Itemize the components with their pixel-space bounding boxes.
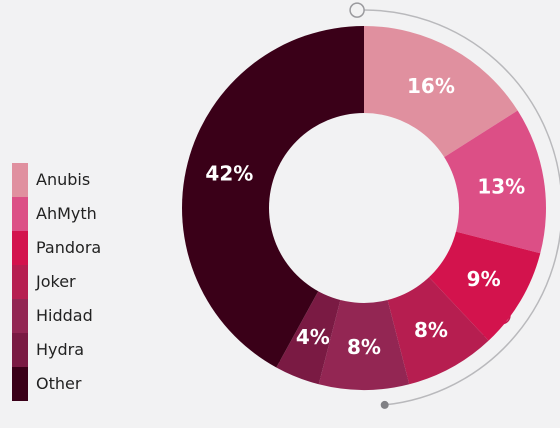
slice-labels: 16% 13% 9% 8% 8% 4% 42% — [205, 74, 525, 359]
legend-item-ahmyth: AhMyth — [12, 197, 122, 231]
grey-ring-marker — [349, 2, 365, 18]
grey-dot-marker — [380, 400, 389, 409]
slice-label-ahmyth: 13% — [477, 174, 525, 198]
chart-legend: Anubis AhMyth Pandora Joker Hiddad Hydra Other — [12, 163, 122, 401]
legend-swatch — [12, 197, 28, 231]
legend-label: Anubis — [36, 170, 91, 189]
legend-item-joker: Joker — [12, 265, 122, 299]
legend-swatch — [12, 367, 28, 401]
legend-label: Pandora — [36, 238, 102, 257]
legend-swatch — [12, 333, 28, 367]
slice-label-anubis: 16% — [407, 74, 455, 98]
legend-label: Hydra — [36, 340, 85, 359]
legend-item-anubis: Anubis — [12, 163, 122, 197]
legend-swatch — [12, 231, 28, 265]
legend-label: Hiddad — [36, 306, 93, 325]
slice-label-hydra: 4% — [296, 325, 330, 349]
slice-label-joker: 8% — [414, 318, 448, 342]
legend-item-pandora: Pandora — [12, 231, 122, 265]
legend-swatch — [12, 299, 28, 333]
legend-label: Joker — [36, 272, 76, 291]
legend-swatch — [12, 163, 28, 197]
donut-hole — [269, 113, 459, 303]
legend-item-other: Other — [12, 367, 122, 401]
legend-item-hiddad: Hiddad — [12, 299, 122, 333]
slice-label-pandora: 9% — [467, 267, 501, 291]
legend-label: AhMyth — [36, 204, 97, 223]
slice-label-other: 42% — [205, 161, 253, 185]
slice-label-hiddad: 8% — [347, 335, 381, 359]
outer-grey-arc — [357, 9, 560, 406]
legend-swatch — [12, 265, 28, 299]
legend-item-hydra: Hydra — [12, 333, 122, 367]
legend-label: Other — [36, 374, 82, 393]
